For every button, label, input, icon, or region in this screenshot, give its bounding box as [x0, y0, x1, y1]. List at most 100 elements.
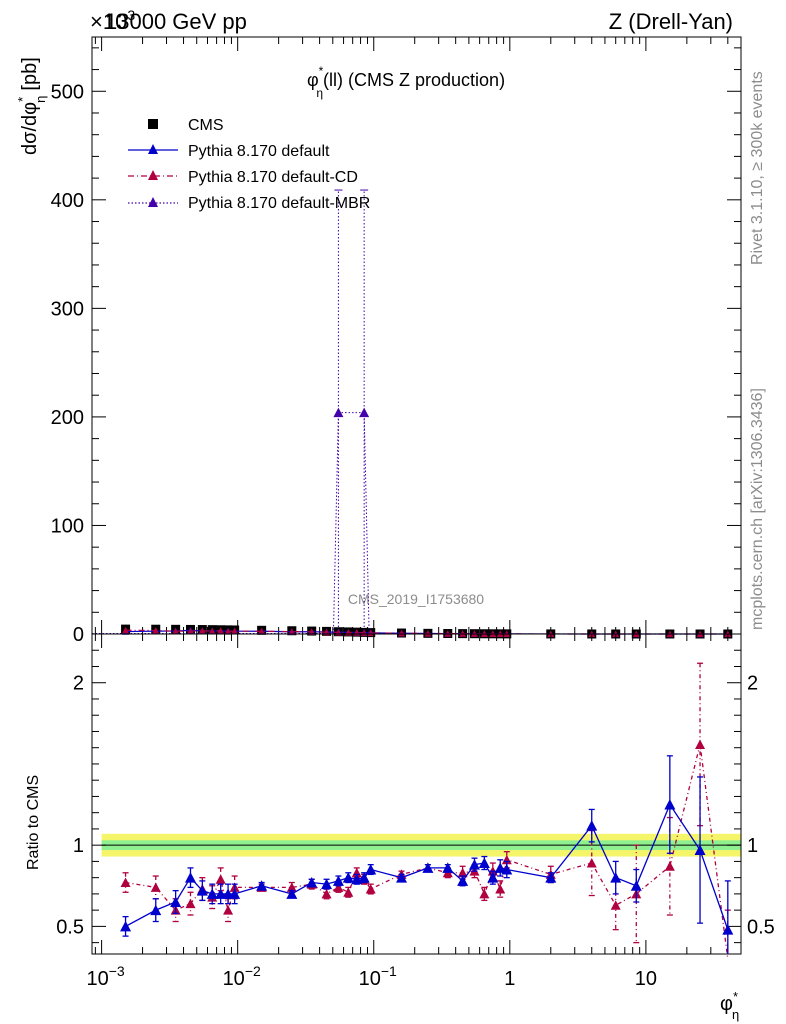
- ratio-default-point: [184, 872, 196, 883]
- model-point: [152, 626, 160, 634]
- ratio-cd-point: [586, 858, 597, 868]
- main-y-tick-label: 0: [73, 624, 84, 646]
- ratio-cd-point: [457, 867, 468, 878]
- ratio-default-point: [610, 872, 622, 883]
- mbr-point: [333, 407, 344, 418]
- ratio-x-tick-label: 1: [504, 968, 515, 990]
- mbr-point: [359, 407, 370, 418]
- ratio-default-point: [457, 875, 469, 886]
- ratio-default-point: [215, 888, 227, 899]
- main-y-tick-label: 400: [51, 190, 84, 212]
- ratio-uncertainty-band: [101, 833, 742, 857]
- ratio-x-tick-label: 10−3: [86, 963, 124, 990]
- ratio-default-point: [664, 799, 676, 810]
- ratio-cd-point: [333, 882, 344, 892]
- ratio-default-point: [150, 904, 162, 916]
- model-point: [186, 627, 194, 635]
- ratio-y-axis: 0.5 0.5 1 1 2 2: [56, 649, 775, 944]
- panel-title: φ* η(ll) (CMS Z production): [307, 64, 505, 100]
- mbr-curve: [92, 412, 402, 634]
- ratio-default-point: [286, 888, 298, 899]
- ratio-default-point: [365, 864, 377, 875]
- ratio-cd-point: [215, 874, 226, 884]
- legend: CMS Pythia 8.170 default Pythia 8.170 de…: [128, 117, 370, 212]
- ratio-y-tick-label: 0.5: [56, 916, 84, 938]
- main-y-axis: 0 100 200 300 400 500: [51, 47, 741, 646]
- ratio-cd-point: [495, 884, 506, 894]
- main-panel: 0 100 200 300 400 500 CMS_2019_I1753680 φ* η(l…: [15, 36, 742, 646]
- legend-entry-mbr: Pythia 8.170 default-MBR: [128, 195, 370, 212]
- multiplier-label: ×103: [90, 7, 135, 34]
- model-point: [122, 626, 130, 634]
- ratio-default-point: [545, 872, 557, 883]
- process-label: Z (Drell-Yan): [609, 9, 733, 34]
- model-point: [258, 627, 266, 635]
- ratio-default-point: [422, 862, 434, 873]
- ratio-y-label: Ratio to CMS: [25, 775, 42, 870]
- legend-label-mbr: Pythia 8.170 default-MBR: [188, 195, 370, 212]
- ratio-panel: 0.5 0.51 12 2 10−3 10−2 10−1 1 10 Ratio to CMS …: [25, 633, 775, 1022]
- legend-entry-cms: CMS: [148, 117, 224, 134]
- ratio-default-point: [396, 872, 408, 883]
- legend-marker-mbr: [148, 197, 158, 207]
- legend-marker-cd: [148, 170, 158, 180]
- ratio-y-tick-label-right: 2: [747, 673, 758, 695]
- ratio-default-point: [478, 857, 490, 868]
- ratio-cd-point: [479, 888, 490, 899]
- model-point: [198, 627, 206, 634]
- legend-entry-default: Pythia 8.170 default: [128, 143, 330, 160]
- ratio-default-point: [332, 875, 344, 886]
- legend-label-cms: CMS: [188, 117, 224, 134]
- ratio-cd-point: [223, 905, 234, 915]
- ratio-cd-point: [365, 884, 376, 894]
- ratio-x-tick-label: 10−2: [223, 963, 261, 990]
- main-y-tick-label: 100: [51, 515, 84, 537]
- ratio-default-point: [120, 920, 132, 932]
- main-y-tick-label: 300: [51, 298, 84, 320]
- ratio-default-point: [694, 844, 706, 855]
- ratio-default-point: [170, 896, 182, 907]
- main-data: [92, 189, 733, 639]
- rivet-label: Rivet 3.1.10, ≥ 300k events: [749, 71, 766, 265]
- model-point: [288, 628, 296, 635]
- main-y-tick-label: 500: [51, 81, 84, 103]
- mcplots-label: mcplots.cern.ch [arXiv:1306.3436]: [749, 388, 766, 630]
- ratio-default-point: [342, 872, 354, 883]
- ratio-default-point: [722, 924, 734, 935]
- legend-label-default: Pythia 8.170 default: [188, 143, 330, 160]
- ratio-cd-point: [664, 861, 675, 871]
- ratio-default-point: [321, 878, 333, 890]
- ratio-default-point: [501, 864, 513, 875]
- ratio-default-point: [306, 877, 318, 888]
- ratio-x-label: φ* η: [720, 989, 739, 1022]
- main-y-tick-label: 200: [51, 407, 84, 429]
- ratio-y-tick-label-right: 1: [747, 835, 758, 857]
- model-point: [398, 629, 406, 637]
- model-point: [217, 627, 225, 634]
- model-point: [208, 627, 216, 635]
- ratio-x-tick-label: 10: [635, 968, 657, 990]
- ratio-default-point: [468, 859, 480, 870]
- ratio-data: [120, 662, 734, 959]
- ratio-default-point: [229, 888, 241, 899]
- legend-entry-cd: Pythia 8.170 default-CD: [128, 169, 358, 186]
- model-point: [444, 630, 452, 637]
- model-point: [172, 627, 180, 635]
- legend-marker-default: [148, 144, 158, 154]
- ratio-default-point: [256, 880, 268, 891]
- legend-marker-cms: [148, 119, 158, 129]
- energy-label: 13000 GeV pp: [105, 9, 247, 34]
- ratio-cd-point: [321, 888, 332, 899]
- ratio-cd-point: [695, 739, 706, 749]
- ratio-cd-point: [120, 877, 131, 888]
- ratio-x-axis: 10−3 10−2 10−1 1 10: [86, 634, 742, 990]
- ratio-default-point: [586, 820, 598, 831]
- watermark: CMS_2019_I1753680: [348, 591, 484, 607]
- model-point: [424, 629, 432, 637]
- legend-label-cd: Pythia 8.170 default-CD: [188, 169, 358, 186]
- ratio-default-point: [630, 880, 642, 891]
- ratio-cd-point: [610, 900, 621, 910]
- ratio-default-point: [442, 862, 454, 873]
- ratio-cd-point: [286, 882, 297, 892]
- model-point: [231, 627, 239, 635]
